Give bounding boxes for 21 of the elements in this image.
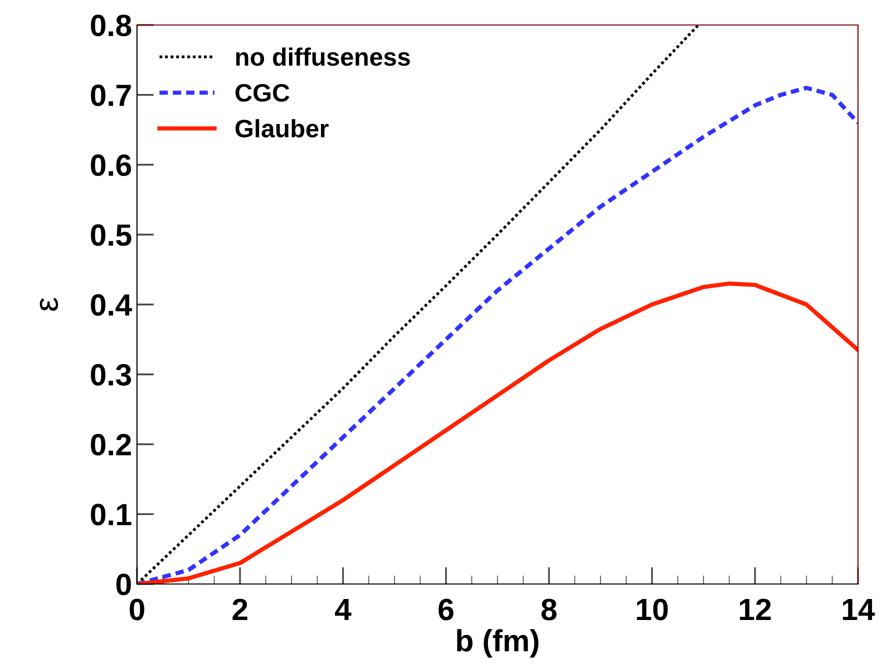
y-tick-label: 0.8 (90, 14, 132, 36)
x-tick-label: 2 (232, 598, 248, 620)
x-tick-label: 6 (438, 598, 454, 620)
x-tick-label: 14 (842, 599, 875, 620)
x-axis-title: b (fm) (457, 629, 538, 658)
y-axis-title: ε (40, 298, 58, 311)
y-tick-label: 0.6 (90, 154, 132, 176)
y-tick-label: 0.5 (90, 224, 132, 246)
y-tick-label: 0.4 (90, 294, 132, 316)
x-tick-label: 8 (541, 598, 557, 620)
x-tick-label: 4 (334, 599, 352, 620)
legend-label: Glauber (236, 119, 329, 138)
y-tick-label: 0.7 (90, 84, 131, 106)
legend-label: no diffuseness (236, 48, 410, 66)
y-tick-label: 0 (116, 574, 131, 596)
x-tick-label: 10 (636, 598, 668, 620)
y-tick-label: 0.3 (90, 364, 132, 386)
y-tick-label: 0.2 (90, 434, 131, 456)
legend-label: CGC (236, 84, 290, 102)
y-tick-label: 0.1 (90, 504, 132, 526)
x-tick-label: 12 (740, 598, 771, 620)
